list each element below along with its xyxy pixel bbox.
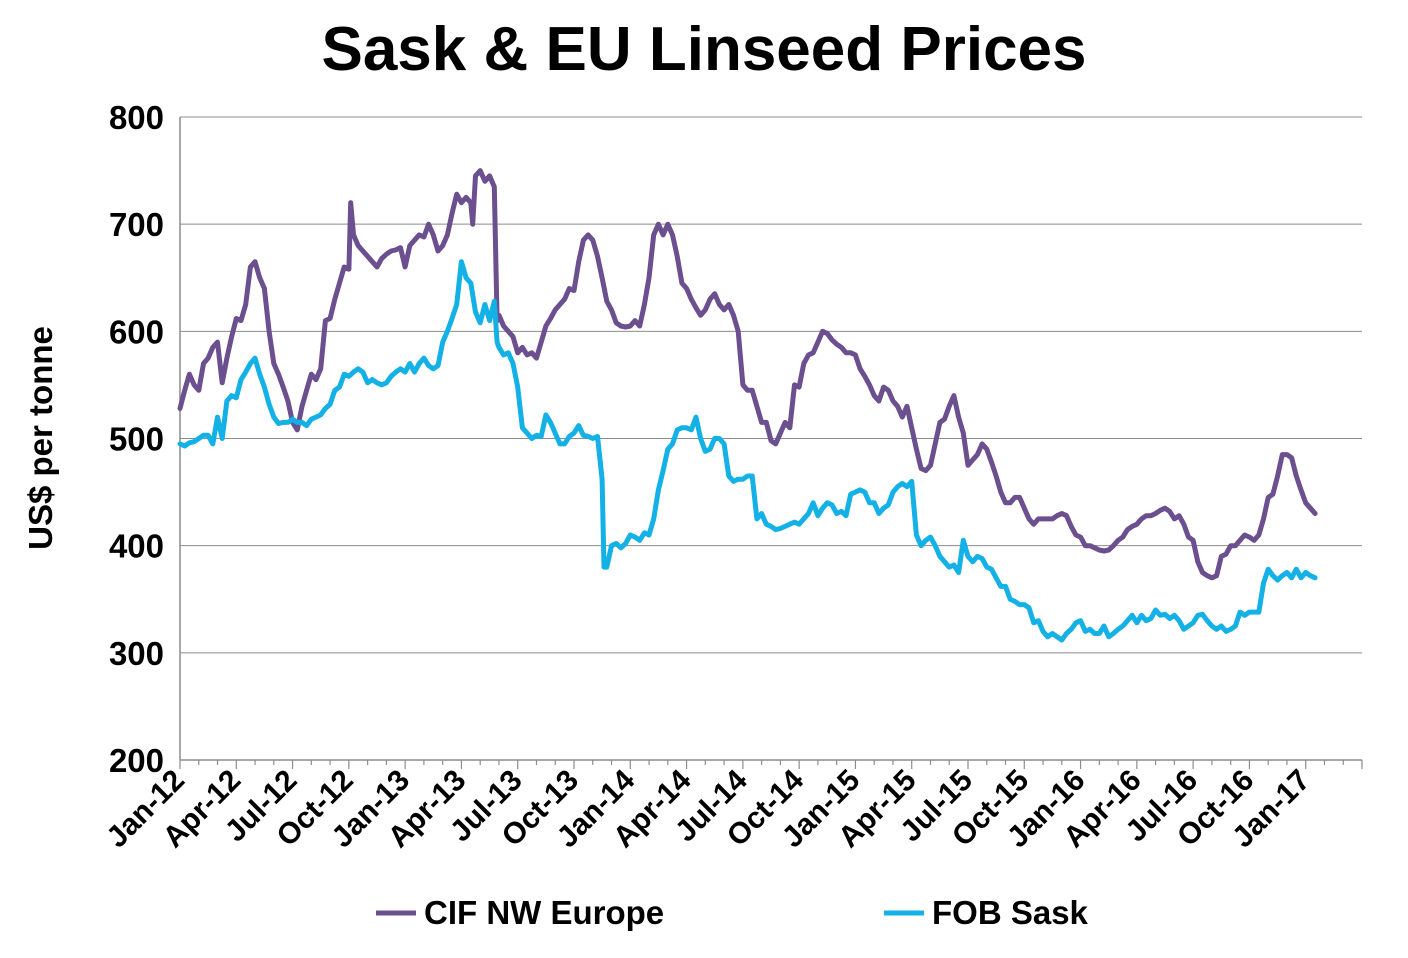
gridlines (180, 116, 1362, 654)
y-tick-label: 700 (109, 206, 164, 243)
y-tick-label: 600 (109, 313, 164, 350)
y-tick-label: 400 (109, 528, 164, 565)
series-lines (177, 168, 1318, 643)
x-tick-labels: Jan-12Apr-12Jul-12Oct-12Jan-13Apr-13Jul-… (100, 763, 1316, 854)
axes (179, 117, 1363, 769)
y-tick-labels: 200 300 400 500 600 700 800 (109, 99, 164, 779)
y-tick-label: 800 (109, 99, 164, 136)
series-line-cif-nw-europe (177, 168, 1318, 581)
y-tick-label: 200 (109, 742, 164, 779)
chart-title: Sask & EU Linseed Prices (321, 15, 1087, 84)
y-axis-label: US$ per tonne (22, 326, 59, 550)
legend-label: CIF NW Europe (424, 894, 664, 931)
y-tick-label: 500 (109, 421, 164, 458)
y-tick-label: 300 (109, 635, 164, 672)
legend: CIF NW Europe FOB Sask (376, 894, 1089, 931)
series-line-fob-sask (177, 259, 1318, 643)
legend-label: FOB Sask (932, 894, 1089, 931)
